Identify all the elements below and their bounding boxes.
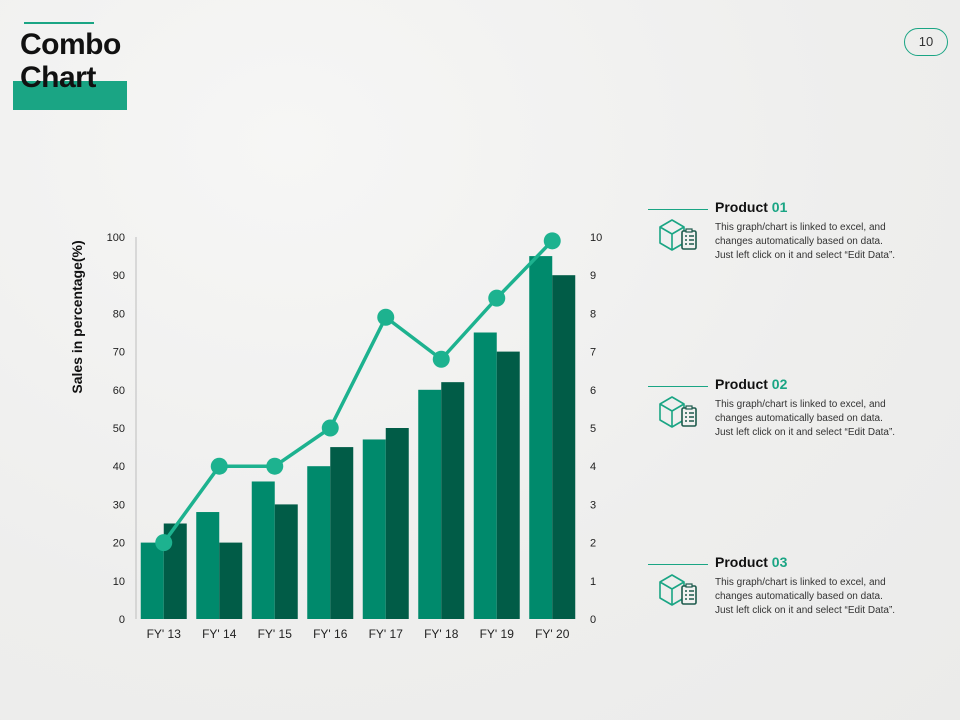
- y2-tick-label: 10: [590, 232, 602, 244]
- y-tick-label: 0: [119, 614, 125, 626]
- product-3-number: 03: [771, 554, 788, 570]
- line-point: [543, 232, 561, 250]
- x-tick-label: FY' 18: [424, 627, 459, 641]
- product-legend-2: Product 02 This graph/chart is linked to…: [648, 376, 948, 486]
- line-point: [155, 534, 173, 552]
- y2-tick-label: 0: [590, 614, 596, 626]
- bar-series-1: [307, 466, 331, 619]
- y-tick-label: 20: [113, 538, 125, 550]
- line-point: [321, 419, 339, 437]
- bar-series-2: [219, 542, 243, 619]
- y2-tick-label: 2: [590, 538, 596, 550]
- y2-tick-label: 3: [590, 499, 596, 511]
- y-tick-label: 40: [113, 461, 125, 473]
- x-tick-label: FY' 16: [313, 627, 348, 641]
- product-legend-3: Product 03 This graph/chart is linked to…: [648, 554, 948, 664]
- title-accent-line: [24, 22, 94, 24]
- product-3-title: Product 03: [715, 554, 787, 570]
- line-point: [377, 308, 395, 326]
- y-tick-label: 80: [113, 308, 125, 320]
- y-axis-title-text: Sales in percentage(%): [69, 240, 85, 394]
- slide-title: Combo Chart: [20, 28, 160, 94]
- x-tick-label: FY' 17: [369, 627, 404, 641]
- x-tick-label: FY' 20: [535, 627, 570, 641]
- product-2-divider: [648, 386, 708, 387]
- y-tick-label: 100: [107, 232, 125, 244]
- y-tick-label: 90: [113, 270, 125, 282]
- y2-tick-label: 8: [590, 308, 596, 320]
- y2-tick-label: 9: [590, 270, 596, 282]
- product-1-title: Product 01: [715, 199, 787, 215]
- x-tick-label: FY' 14: [202, 627, 237, 641]
- product-3-label: Product: [715, 554, 772, 570]
- y-tick-label: 30: [113, 499, 125, 511]
- product-2-number: 02: [771, 376, 788, 392]
- y-tick-label: 70: [113, 347, 125, 359]
- x-tick-label: FY' 19: [480, 627, 515, 641]
- y2-tick-label: 1: [590, 576, 596, 588]
- y-tick-label: 60: [113, 385, 125, 397]
- product-3-divider: [648, 564, 708, 565]
- bar-series-2: [274, 504, 298, 619]
- y-tick-label: 50: [113, 423, 125, 435]
- bar-series-2: [552, 275, 576, 619]
- bar-series-2: [441, 382, 465, 619]
- page-number-badge: 10: [904, 28, 948, 56]
- y2-tick-label: 7: [590, 347, 596, 359]
- x-tick-label: FY' 13: [147, 627, 182, 641]
- line-point: [432, 350, 450, 368]
- y2-tick-label: 6: [590, 385, 596, 397]
- box-checklist-icon: [659, 219, 697, 251]
- title-accent-bar: [13, 81, 127, 110]
- product-legend-1: Product 01 This graph/chart is linked to…: [648, 199, 948, 309]
- box-checklist-icon: [659, 396, 697, 428]
- bar-series-1: [473, 332, 497, 619]
- product-3-description: This graph/chart is linked to excel, and…: [715, 577, 896, 616]
- product-1-number: 01: [771, 199, 788, 215]
- slide-title-line-2: Chart: [20, 61, 96, 94]
- line-point: [488, 289, 506, 307]
- line-point: [266, 457, 284, 475]
- y2-tick-label: 4: [590, 461, 596, 473]
- product-1-description: This graph/chart is linked to excel, and…: [715, 222, 896, 261]
- product-2-label: Product: [715, 376, 772, 392]
- bar-series-1: [418, 389, 442, 619]
- bar-series-1: [362, 439, 386, 619]
- product-2-description: This graph/chart is linked to excel, and…: [715, 399, 896, 438]
- y2-tick-label: 5: [590, 423, 596, 435]
- bar-series-1: [196, 512, 220, 619]
- bar-series-2: [496, 351, 520, 619]
- x-tick-label: FY' 15: [258, 627, 293, 641]
- box-checklist-icon: [659, 574, 697, 606]
- bar-series-2: [330, 447, 354, 619]
- bar-series-1: [529, 256, 553, 619]
- product-2-title: Product 02: [715, 376, 787, 392]
- product-1-divider: [648, 209, 708, 210]
- line-point: [210, 457, 228, 475]
- product-1-label: Product: [715, 199, 772, 215]
- line-series: [162, 239, 554, 544]
- slide-title-line-1: Combo: [20, 28, 121, 61]
- y-tick-label: 10: [113, 576, 125, 588]
- bar-series-1: [140, 542, 164, 619]
- bar-series-1: [251, 481, 275, 619]
- bar-series-2: [385, 428, 409, 619]
